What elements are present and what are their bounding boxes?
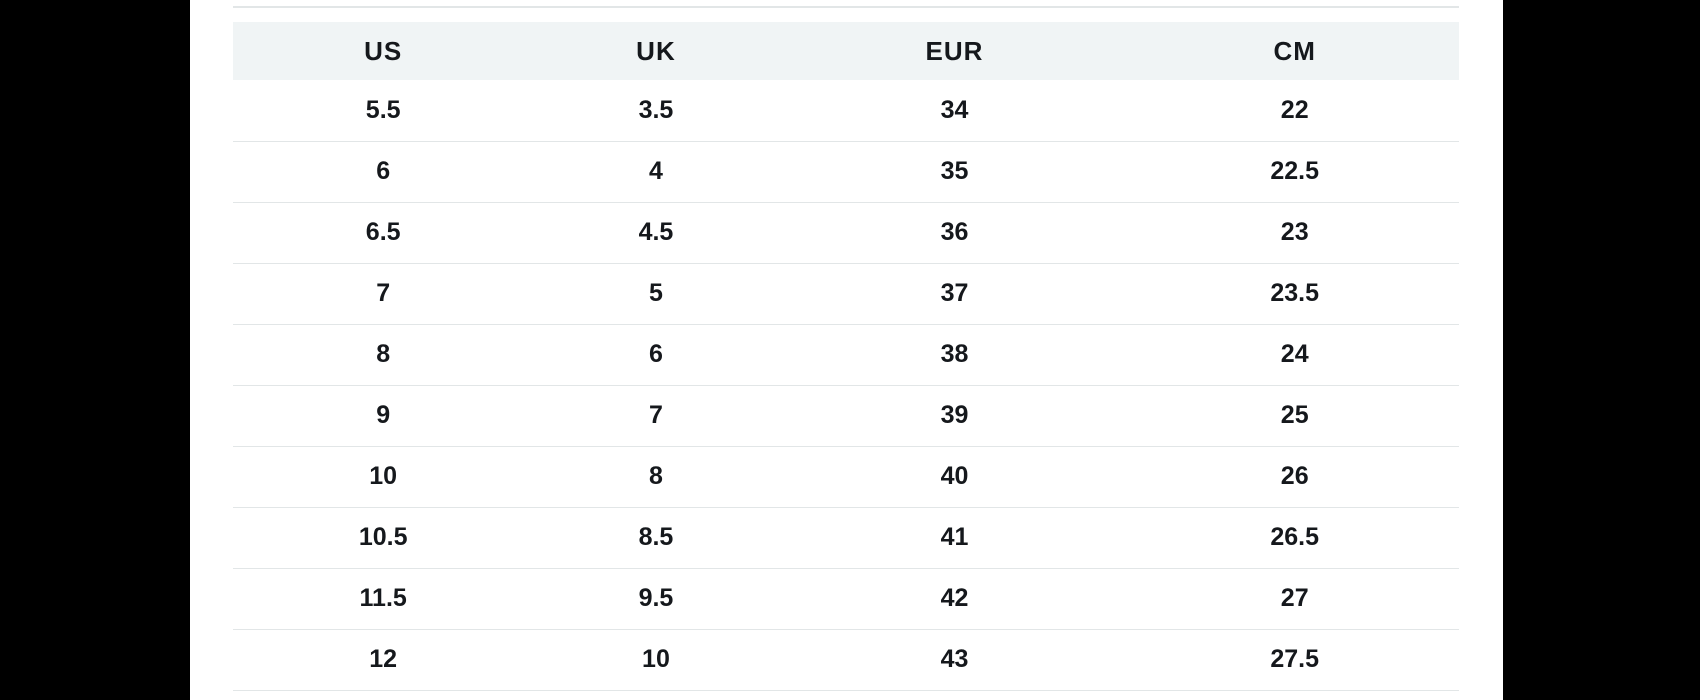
top-divider: [233, 6, 1459, 8]
size-cell: 7: [533, 385, 779, 447]
column-header-uk: UK: [533, 22, 779, 80]
size-cell: 22: [1130, 80, 1459, 142]
size-cell: 6: [233, 141, 534, 203]
table-row: 9 7 39 25: [233, 385, 1459, 447]
size-cell: 41: [778, 507, 1131, 569]
table-row: 5.5 3.5 34 22: [233, 80, 1459, 142]
size-cell: 23.5: [1130, 263, 1459, 325]
column-header-cm: CM: [1130, 22, 1459, 80]
table-row: 7 5 37 23.5: [233, 263, 1459, 325]
size-cell: 39: [778, 385, 1131, 447]
column-header-eur: EUR: [778, 22, 1131, 80]
column-header-us: US: [233, 22, 534, 80]
size-cell: 26: [1130, 446, 1459, 508]
size-cell: 35: [778, 141, 1131, 203]
size-cell: 9.5: [533, 568, 779, 630]
size-cell: 34: [778, 80, 1131, 142]
size-cell: 10.5: [233, 507, 534, 569]
size-cell: 6: [533, 324, 779, 386]
size-cell: 42: [778, 568, 1131, 630]
size-cell: 6.5: [233, 202, 534, 264]
letterbox-right: [1503, 0, 1700, 700]
size-cell: 4.5: [533, 202, 779, 264]
size-cell: 24: [1130, 324, 1459, 386]
size-cell: 8: [533, 446, 779, 508]
size-cell: 11.5: [233, 568, 534, 630]
page-content: US UK EUR CM 5.5 3.5 34 22 6 4 35 22.5 6.5 4.5 36 23 7 5…: [190, 0, 1503, 700]
size-cell: 9: [233, 385, 534, 447]
size-cell: 12: [233, 629, 534, 691]
letterbox-left: [0, 0, 190, 700]
size-cell: 8.5: [533, 507, 779, 569]
size-cell: 10: [533, 629, 779, 691]
size-cell: 22.5: [1130, 141, 1459, 203]
size-cell: 7: [233, 263, 534, 325]
table-row: 8 6 38 24: [233, 324, 1459, 386]
size-chart-table: US UK EUR CM 5.5 3.5 34 22 6 4 35 22.5 6.5 4.5 36 23 7 5…: [233, 22, 1459, 691]
size-cell: 37: [778, 263, 1131, 325]
size-cell: 3.5: [533, 80, 779, 142]
size-cell: 27.5: [1130, 629, 1459, 691]
table-row: 12 10 43 27.5: [233, 629, 1459, 691]
size-cell: 27: [1130, 568, 1459, 630]
size-cell: 10: [233, 446, 534, 508]
table-row: 6 4 35 22.5: [233, 141, 1459, 203]
size-cell: 8: [233, 324, 534, 386]
table-body: 5.5 3.5 34 22 6 4 35 22.5 6.5 4.5 36 23 7 5 37 23.5 8 6 38…: [233, 80, 1459, 691]
size-cell: 40: [778, 446, 1131, 508]
size-cell: 5: [533, 263, 779, 325]
table-row: 6.5 4.5 36 23: [233, 202, 1459, 264]
size-cell: 23: [1130, 202, 1459, 264]
size-cell: 25: [1130, 385, 1459, 447]
size-cell: 26.5: [1130, 507, 1459, 569]
size-cell: 4: [533, 141, 779, 203]
size-cell: 36: [778, 202, 1131, 264]
table-row: 11.5 9.5 42 27: [233, 568, 1459, 630]
size-cell: 5.5: [233, 80, 534, 142]
table-row: 10 8 40 26: [233, 446, 1459, 508]
size-cell: 43: [778, 629, 1131, 691]
size-cell: 38: [778, 324, 1131, 386]
header-row: US UK EUR CM: [233, 22, 1459, 80]
table-row: 10.5 8.5 41 26.5: [233, 507, 1459, 569]
